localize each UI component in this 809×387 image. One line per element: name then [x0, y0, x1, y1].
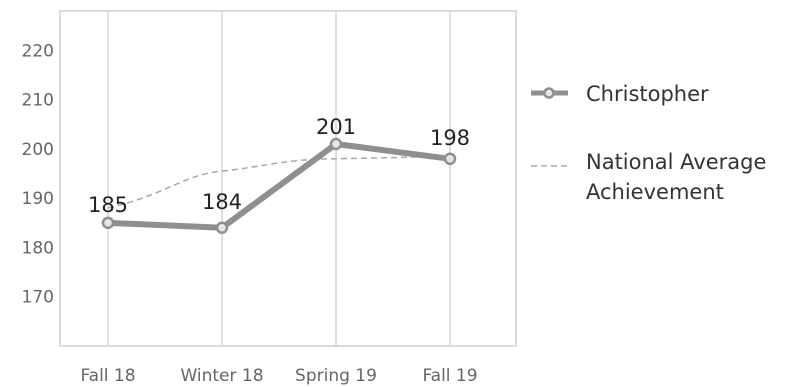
legend-label-national-average-line2: Achievement — [586, 180, 724, 204]
christopher-point-0[interactable] — [101, 216, 115, 230]
y-tick-label: 210 — [22, 91, 54, 111]
x-tick-label: Fall 19 — [422, 366, 477, 386]
legend-label-christopher: Christopher — [586, 82, 709, 106]
legend-item-national-average[interactable]: National Average Achievement — [531, 150, 766, 204]
y-tick-label: 200 — [22, 140, 54, 160]
plot-frame — [59, 10, 517, 347]
x-tick-label: Winter 18 — [180, 366, 263, 386]
legend-label-national-average-line1: National Average — [586, 150, 766, 174]
series-national-average-line — [107, 155, 451, 209]
x-tick-label: Fall 18 — [80, 366, 135, 386]
series-christopher-line — [105, 141, 453, 231]
x-tick-label: Spring 19 — [295, 366, 377, 386]
legend: Christopher National Average Achievement — [531, 82, 766, 204]
legend-item-christopher[interactable]: Christopher — [531, 82, 709, 106]
data-label-0: 185 — [88, 193, 128, 217]
y-tick-label: 190 — [22, 189, 54, 209]
christopher-point-1[interactable] — [215, 221, 229, 235]
data-label-1: 184 — [202, 190, 242, 214]
data-label-2: 201 — [316, 115, 356, 139]
data-label-3: 198 — [430, 126, 470, 150]
vertical-gridlines — [107, 11, 451, 346]
x-axis-ticks: Fall 18 Winter 18 Spring 19 Fall 19 — [80, 366, 477, 386]
data-labels: 185 184 201 198 — [88, 115, 470, 217]
christopher-point-2[interactable] — [329, 137, 343, 151]
y-axis-ticks: 170 180 190 200 210 220 — [22, 41, 54, 307]
series-group — [101, 137, 457, 235]
legend-marker-christopher — [543, 87, 555, 99]
y-tick-label: 170 — [22, 288, 54, 308]
y-tick-label: 180 — [22, 238, 54, 258]
christopher-point-3[interactable] — [443, 152, 457, 166]
y-tick-label: 220 — [22, 41, 54, 61]
